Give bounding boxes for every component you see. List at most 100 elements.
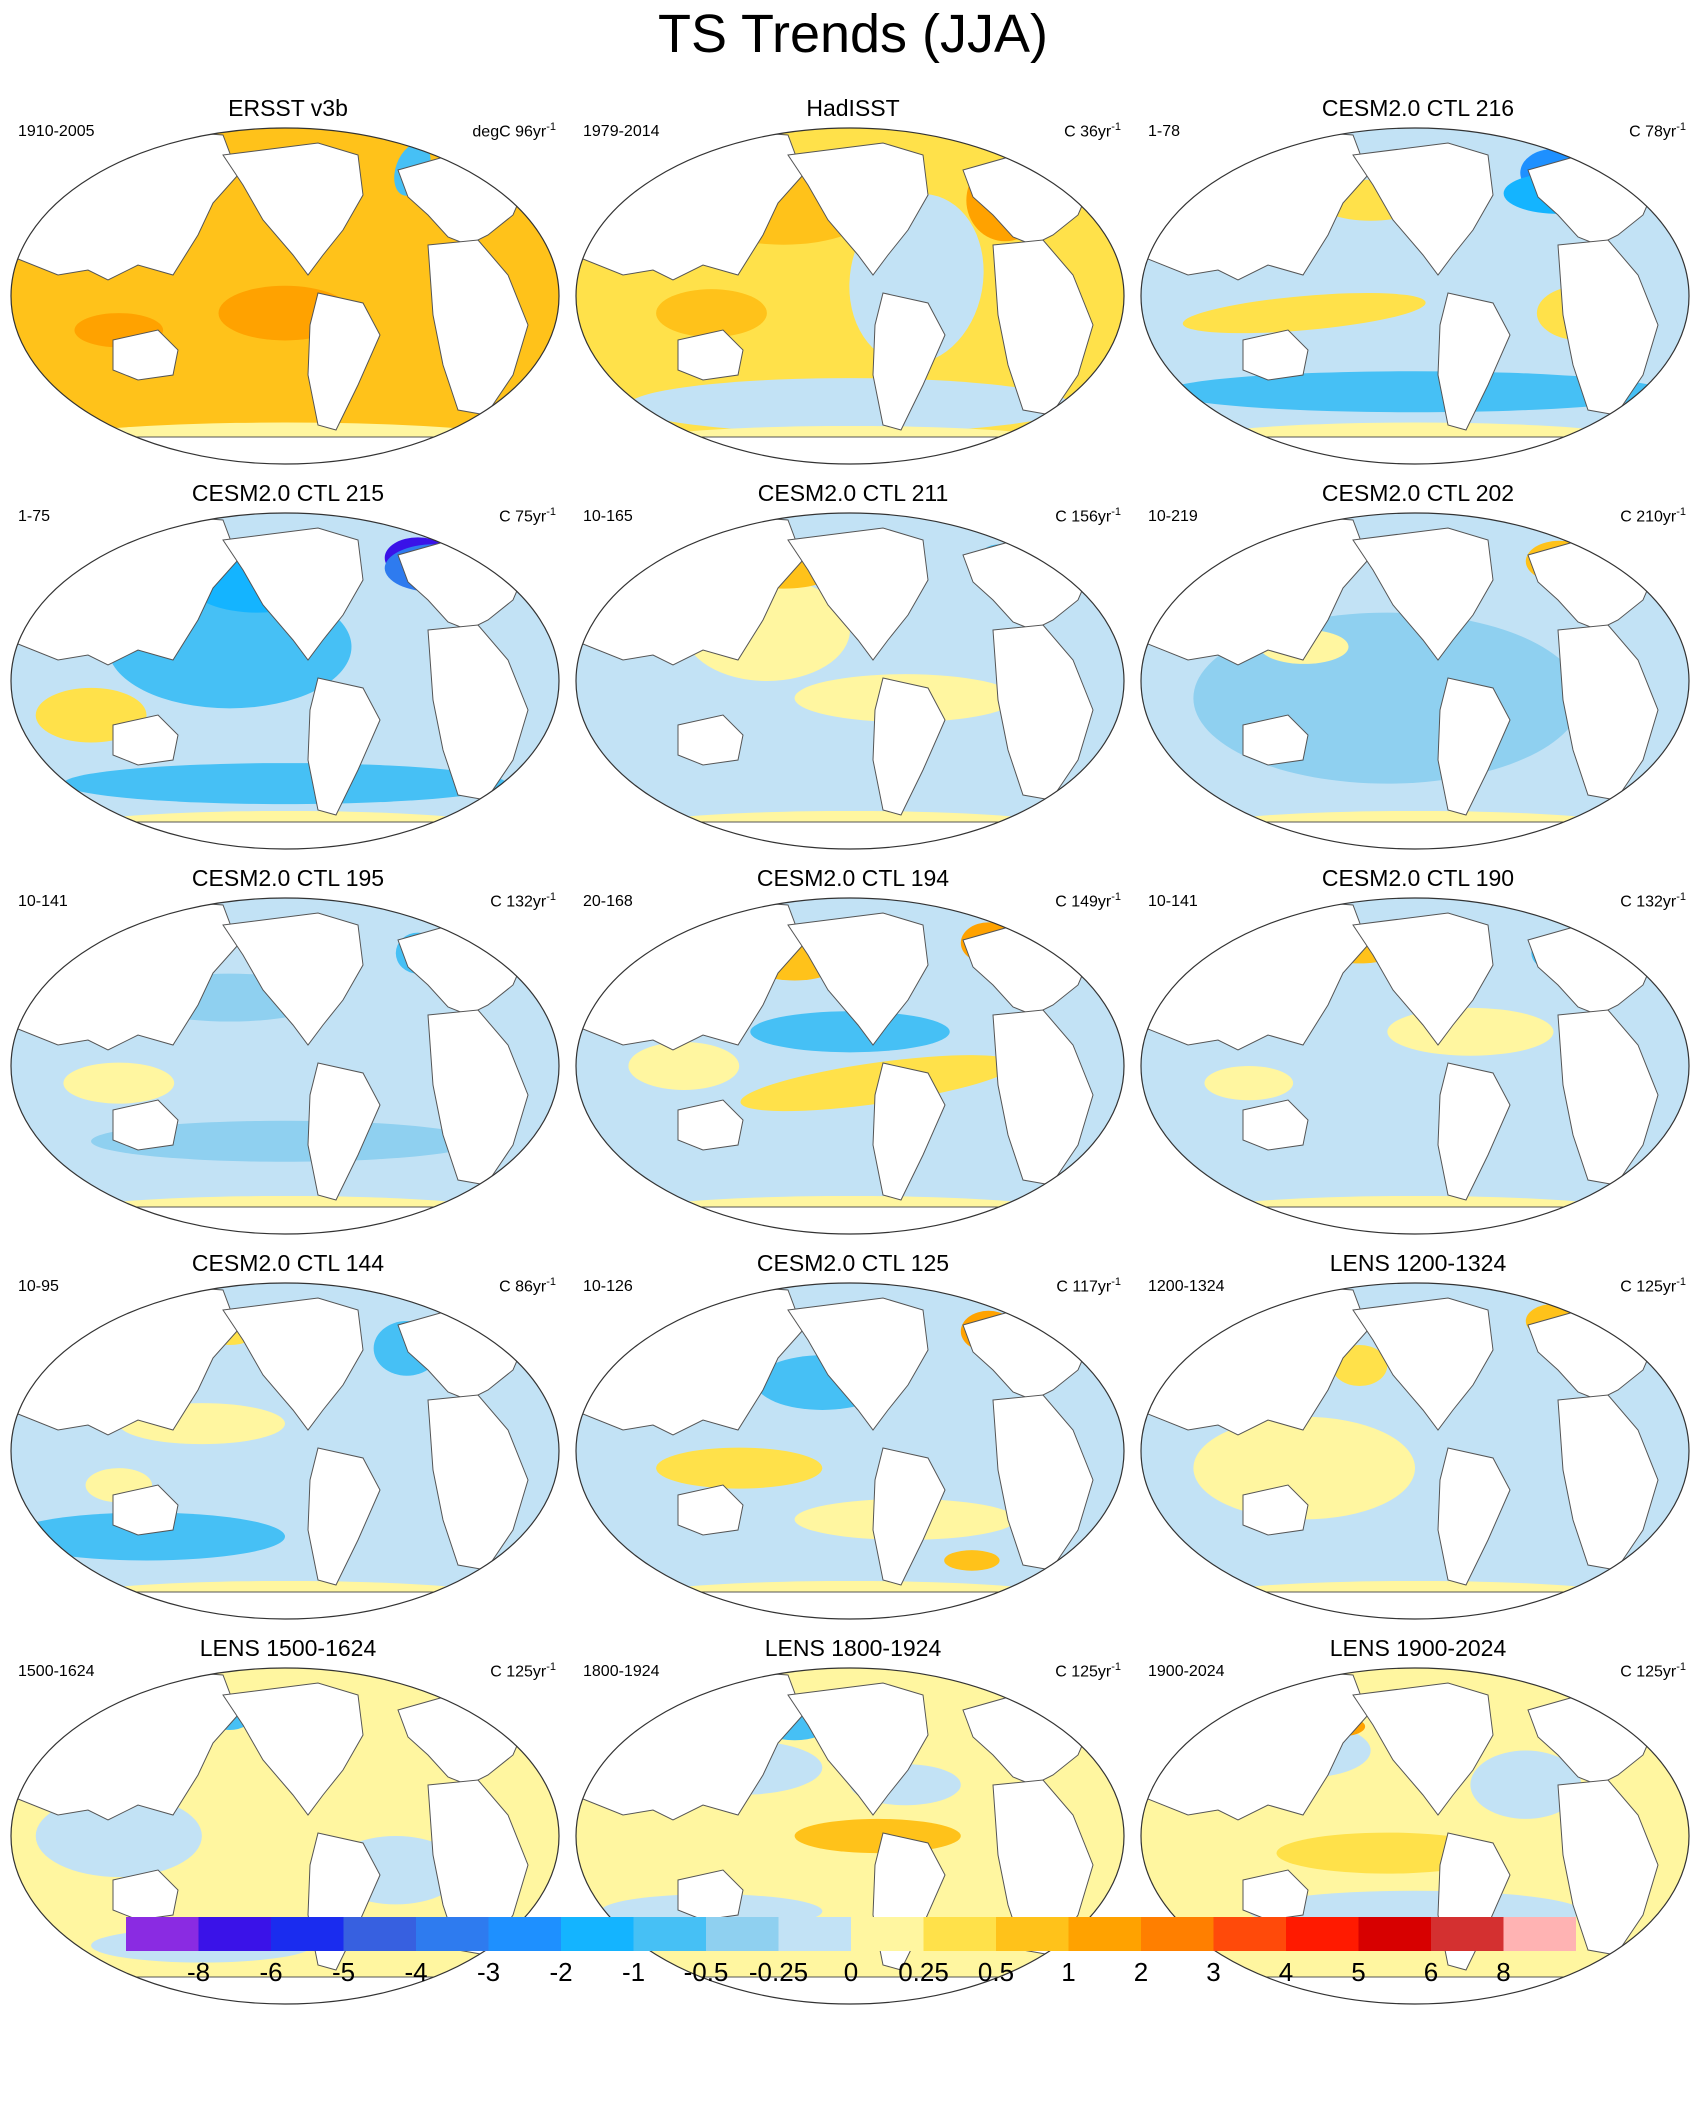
map-panel: CESM2.0 CTL 125 10-126 C 117yr-1 [573,1250,1133,1630]
map-outline [575,1282,1125,1620]
north-america-landmass [222,1297,364,1431]
map-panel: LENS 1200-1324 1200-1324 C 125yr-1 [1138,1250,1698,1630]
colorbar-tick-label: -2 [549,1957,573,1987]
colorbar-tick-label: 1 [1061,1957,1076,1987]
africa-landmass [992,239,1094,416]
map-panel: CESM2.0 CTL 216 1-78 C 78yr-1 [1138,95,1698,475]
antarctica-landmass [11,821,559,849]
antarctica-landmass [1141,1206,1689,1234]
panel-units: C 156yr-1 [1055,506,1121,526]
panel-title: CESM2.0 CTL 195 [191,865,385,891]
panel-title: CESM2.0 CTL 194 [756,865,950,891]
antarctica-landmass [1141,1976,1689,2004]
north-america-landmass [787,1297,929,1431]
trend-anomaly-region [628,378,1072,433]
panel-period: 10-141 [1148,893,1198,910]
africa-landmass [992,1009,1094,1186]
panel-units: C 86yr-1 [499,1276,556,1296]
africa-landmass [427,1394,529,1571]
colorbar-segment [706,1917,779,1951]
panel-period: 1910-2005 [18,123,95,140]
map-outline [1140,897,1690,1235]
south-america-landmass [1437,1062,1511,1201]
colorbar-tick-label: -3 [476,1957,501,1987]
panel-period: 1800-1924 [583,1663,660,1680]
trend-anomaly-region [91,1120,479,1162]
panel-period: 1900-2024 [1148,1663,1225,1680]
colorbar-tick-label: -8 [186,1957,211,1987]
map-panel: CESM2.0 CTL 211 10-165 C 156yr-1 [573,480,1133,860]
north-america-landmass [222,142,364,276]
australia-landmass [112,329,179,381]
africa-landmass [427,1009,529,1186]
north-america-landmass [1352,1297,1494,1431]
north-america-landmass [1352,527,1494,661]
south-america-landmass [872,1062,946,1201]
panel-title: CESM2.0 CTL 211 [757,480,949,506]
africa-landmass [1557,1394,1659,1571]
antarctica-landmass [576,1206,1124,1234]
australia-landmass [677,1099,744,1151]
map-panel: CESM2.0 CTL 215 1-75 C 75yr-1 [8,480,568,860]
trend-anomaly-region [656,1447,823,1489]
panel-units: C 149yr-1 [1055,891,1121,911]
north-america-landmass [222,912,364,1046]
south-america-landmass [872,292,946,431]
australia-landmass [1242,1484,1309,1536]
south-america-landmass [872,677,946,816]
australia-landmass [1242,1099,1309,1151]
panel-period: 1-75 [18,508,51,525]
trend-anomaly-region [63,763,507,805]
map-heatmap [10,1282,560,1620]
colorbar-tick-label: 2 [1133,1957,1149,1987]
panel-title: CESM2.0 CTL 216 [1321,95,1515,121]
antarctica-landmass [1141,436,1689,464]
map-outline [1140,1667,1690,2005]
panel-period: 10-141 [18,893,68,910]
north-america-landmass [787,1682,929,1816]
panel-period: 1979-2014 [583,123,660,140]
map-heatmap [10,512,560,850]
colorbar-segment [126,1917,199,1951]
colorbar-tick-label: 5 [1351,1957,1366,1987]
map-outline [575,1667,1125,2005]
map-heatmap [10,127,560,465]
map-outline [10,897,560,1235]
colorbar-segment [1141,1917,1214,1951]
panel-title: CESM2.0 CTL 190 [1321,865,1515,891]
map-outline [1140,512,1690,850]
trend-anomaly-region [1165,371,1665,413]
colorbar-segment [271,1917,344,1951]
south-america-landmass [872,1447,946,1586]
panel-title: LENS 1900-2024 [1329,1635,1507,1661]
colorbar-segment [343,1917,417,1951]
panel-period: 1-78 [1148,123,1181,140]
panel-period: 10-126 [583,1278,633,1295]
panel-units: C 125yr-1 [1620,1276,1686,1296]
panel-title: HadISST [806,95,900,121]
map-outline [575,512,1125,850]
colorbar-segment [778,1917,852,1951]
colorbar-segment [416,1917,489,1951]
panel-units: C 210yr-1 [1620,506,1686,526]
colorbar-segment [633,1917,707,1951]
colorbar-tick-label: 3 [1206,1957,1221,1987]
colorbar-tick-label: 6 [1423,1957,1439,1987]
map-heatmap [1140,897,1690,1235]
antarctica-landmass [576,1591,1124,1619]
antarctica-landmass [11,436,559,464]
north-america-landmass [787,912,929,1046]
panel-period: 1500-1624 [18,1663,95,1680]
panel-units: C 125yr-1 [1055,1661,1121,1681]
south-america-landmass [307,1447,381,1586]
trend-anomaly-region [1204,1066,1294,1101]
south-america-landmass [1437,677,1511,816]
colorbar-segment [1358,1917,1432,1951]
australia-landmass [112,1099,179,1151]
map-outline [1140,127,1690,465]
australia-landmass [1242,1869,1309,1921]
colorbar-segment [488,1917,562,1951]
map-panel: CESM2.0 CTL 194 20-168 C 149yr-1 [573,865,1133,1245]
map-outline [10,512,560,850]
australia-landmass [112,714,179,766]
